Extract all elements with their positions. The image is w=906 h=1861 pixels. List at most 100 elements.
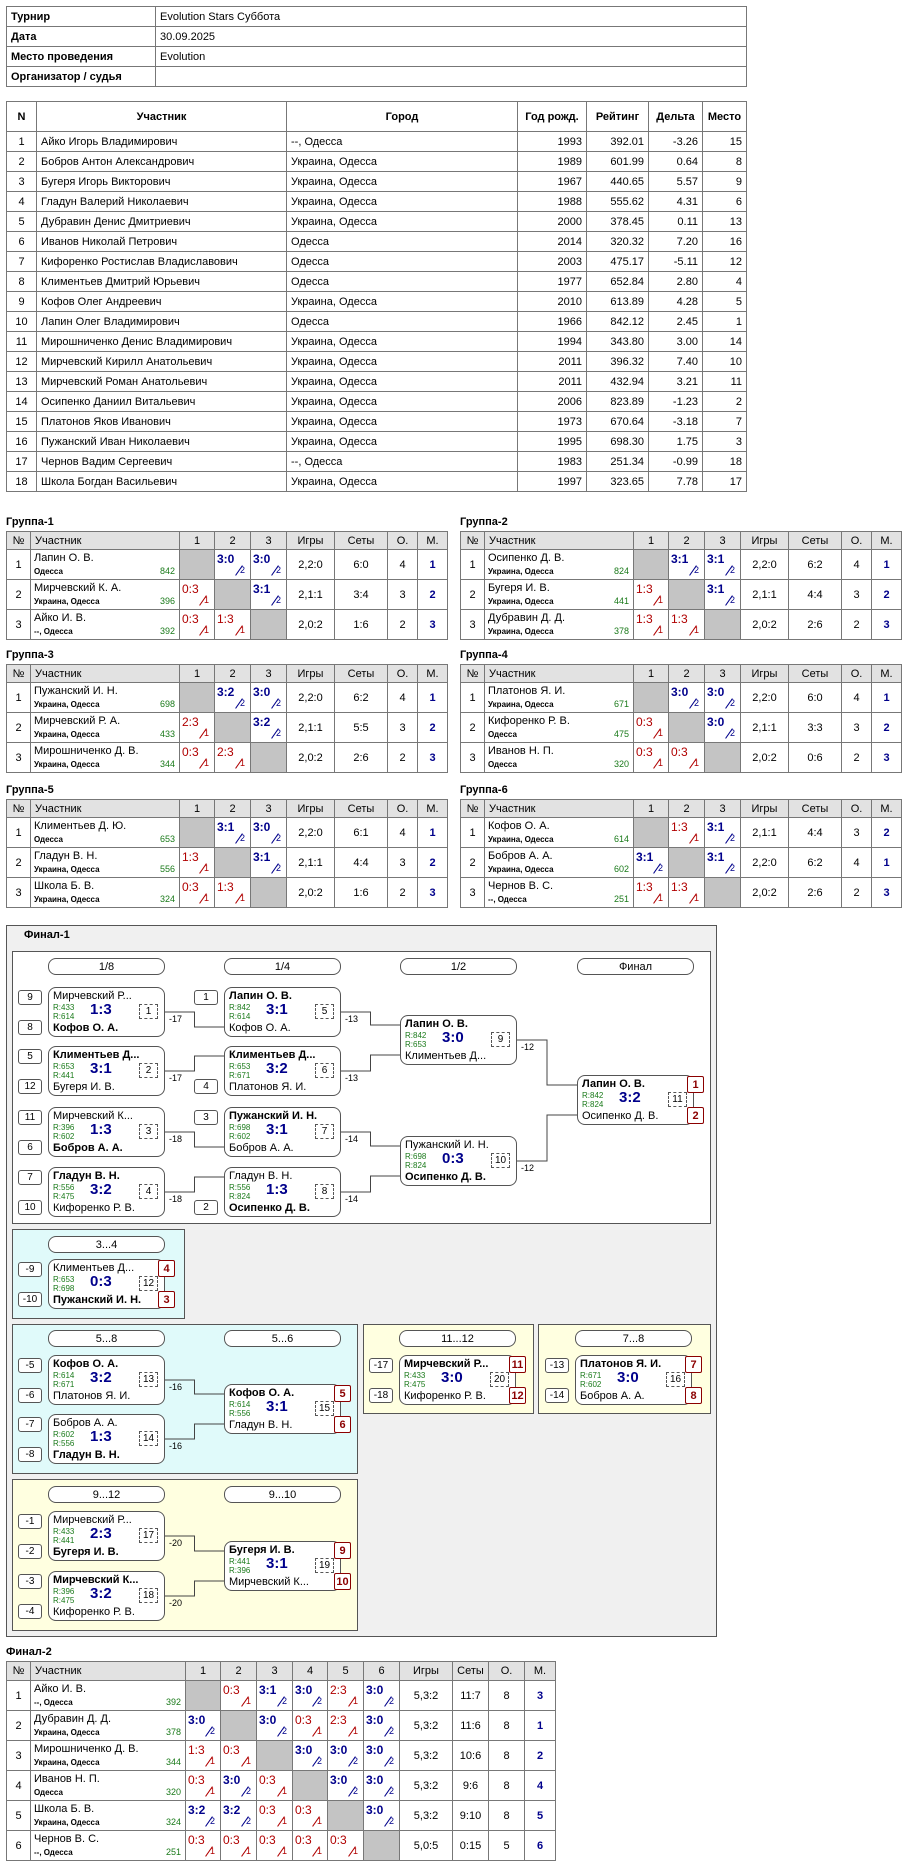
- table-header: №: [6, 1661, 31, 1681]
- stage-label: 1/4: [224, 958, 341, 975]
- self-cell: [250, 742, 287, 773]
- sets: 0:15: [452, 1830, 489, 1861]
- player-rating: R:824: [229, 1192, 251, 1201]
- player-name: Пужанский И. Н.: [229, 1110, 318, 1122]
- result-points: 1: [204, 728, 210, 738]
- match-number: 4: [139, 1184, 158, 1199]
- participant-cell: Украина, Одесса: [286, 391, 518, 412]
- result-score: 3:0: [330, 1773, 348, 1787]
- table-header: О.: [387, 799, 418, 818]
- place: 2: [417, 712, 448, 743]
- points: 5: [488, 1830, 525, 1861]
- player-rating: R:842: [582, 1091, 604, 1100]
- player-rating: R:653: [405, 1040, 427, 1049]
- sets: 1:6: [334, 609, 388, 640]
- loser-target: -17: [169, 1073, 183, 1083]
- table-header: Участник: [30, 664, 180, 683]
- player-name: Айко И. В.: [34, 612, 87, 624]
- result-score: 0:3: [295, 1833, 312, 1847]
- player-rating: 392: [159, 626, 175, 636]
- participant-cell: --, Одесса: [286, 451, 518, 472]
- table-header: №: [460, 531, 485, 550]
- result-points: 1: [282, 1786, 288, 1796]
- participant-cell: Одесса: [286, 311, 518, 332]
- player-rating: R:433: [404, 1371, 426, 1380]
- player-name: Осипенко Д. В.: [582, 1110, 659, 1122]
- stage-label: 5...8: [48, 1330, 165, 1347]
- participant-cell: 1988: [517, 191, 587, 212]
- participant-cell: Чернов Вадим Сергеевич: [36, 451, 287, 472]
- result-points: 2: [276, 565, 282, 575]
- player-name: Гладун В. Н.: [34, 850, 98, 862]
- player-name: Бобров А. А.: [53, 1142, 123, 1154]
- result-score: 3:0: [366, 1773, 384, 1787]
- games: 5,3:2: [399, 1710, 453, 1741]
- result-points: 2: [389, 1696, 395, 1706]
- row-number: 1: [460, 682, 485, 713]
- result-points: 2: [317, 1696, 323, 1706]
- player-cell: [30, 1710, 186, 1741]
- player-rating: R:475: [53, 1192, 75, 1201]
- result-score: 1:3: [217, 612, 234, 626]
- place: 7: [685, 1356, 702, 1373]
- result-cell: [214, 817, 251, 848]
- match-score: 3:2: [90, 1369, 112, 1386]
- seed: 3: [194, 1110, 218, 1125]
- match-number: 18: [139, 1588, 158, 1603]
- table-header: М.: [417, 799, 448, 818]
- sets: 4:4: [788, 817, 842, 848]
- loser-target: -16: [169, 1382, 183, 1392]
- participant-cell: 12: [702, 251, 747, 272]
- row-number: 2: [6, 1710, 31, 1741]
- result-score: 2:3: [330, 1713, 347, 1727]
- match-score: 0:3: [442, 1150, 464, 1167]
- participant-cell: Украина, Одесса: [286, 331, 518, 352]
- result-score: 3:1: [217, 820, 235, 834]
- table-header: Сеты: [788, 664, 842, 683]
- player-name: Пужанский И. Н.: [53, 1294, 142, 1306]
- result-score: 1:3: [671, 820, 688, 834]
- sets: 10:6: [452, 1740, 489, 1771]
- points: 2: [387, 609, 418, 640]
- participant-cell: 613.89: [586, 291, 649, 312]
- table-header: 5: [327, 1661, 364, 1681]
- result-points: 1: [246, 1756, 252, 1766]
- seed: 9: [18, 990, 42, 1005]
- stage-label: 5...6: [224, 1330, 341, 1347]
- table-header: Сеты: [334, 664, 388, 683]
- result-score: 2:3: [217, 745, 234, 759]
- participant-cell: 4: [6, 191, 37, 212]
- player-rating: 320: [613, 759, 629, 769]
- place: 1: [417, 549, 448, 580]
- participant-cell: -1.23: [648, 391, 703, 412]
- participant-cell: Осипенко Даниил Витальевич: [36, 391, 287, 412]
- participant-cell: Мирчевский Роман Анатольевич: [36, 371, 287, 392]
- loser-target: -20: [169, 1598, 183, 1608]
- result-score: 0:3: [259, 1773, 276, 1787]
- table-header: О.: [387, 531, 418, 550]
- loser-target: -13: [345, 1073, 359, 1083]
- self-cell: [704, 877, 741, 908]
- result-points: 2: [276, 728, 282, 738]
- match-score: 0:3: [90, 1273, 112, 1290]
- self-cell: [185, 1680, 221, 1711]
- table-title: Группа-6: [460, 784, 508, 796]
- loser-target: -14: [345, 1134, 359, 1144]
- participant-cell: 5: [6, 211, 37, 232]
- player-name: Дубравин Д. Д.: [34, 1713, 112, 1725]
- result-score: 0:3: [188, 1773, 205, 1787]
- player-name: Бобров А. А.: [229, 1142, 294, 1154]
- player-rating: R:396: [53, 1587, 75, 1596]
- result-points: 2: [658, 863, 664, 873]
- player-name: Мирчевский К...: [53, 1110, 133, 1122]
- table-header: Участник: [484, 664, 634, 683]
- table-header: 2: [668, 799, 705, 818]
- result-score: 3:0: [259, 1713, 277, 1727]
- result-score: 0:3: [182, 745, 199, 759]
- points: 8: [488, 1710, 525, 1741]
- table-header: №: [460, 799, 485, 818]
- seed: 1: [194, 990, 218, 1005]
- player-city: Украина, Одесса: [488, 567, 554, 576]
- participant-cell: -5.11: [648, 251, 703, 272]
- result-points: 1: [282, 1816, 288, 1826]
